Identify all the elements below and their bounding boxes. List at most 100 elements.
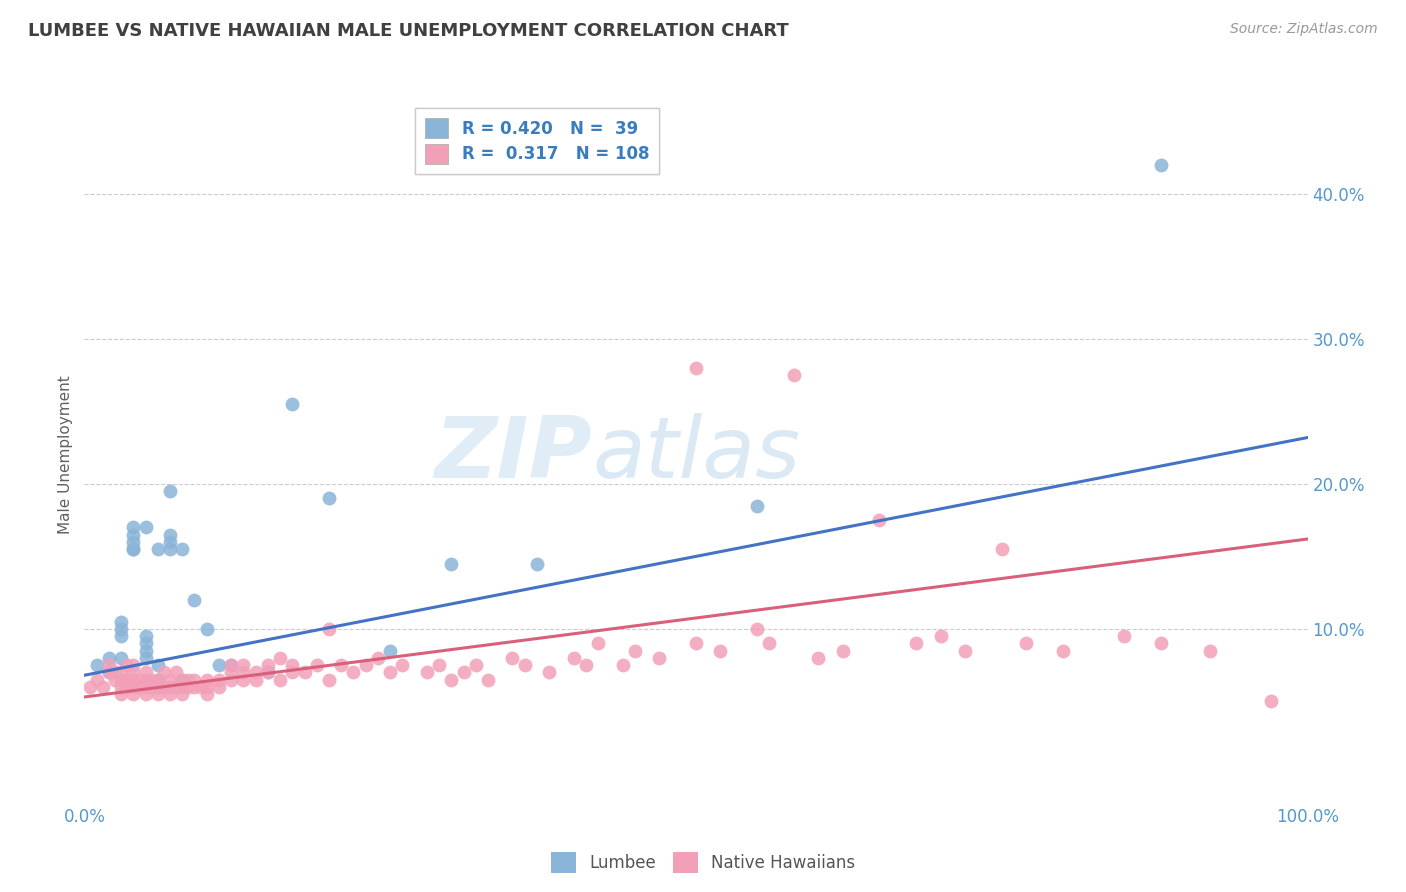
Point — [269, 673, 291, 687]
Point — [135, 651, 157, 665]
Point — [104, 665, 127, 680]
Point — [122, 542, 145, 557]
Point — [245, 665, 267, 680]
Point — [281, 665, 304, 680]
Point — [1198, 643, 1220, 657]
Point — [367, 651, 389, 665]
Point — [232, 673, 254, 687]
Point — [195, 680, 218, 694]
Point — [190, 680, 212, 694]
Point — [122, 665, 145, 680]
Point — [146, 673, 169, 687]
Text: ZIP: ZIP — [434, 413, 592, 497]
Point — [513, 658, 536, 673]
Point — [747, 499, 769, 513]
Point — [575, 658, 598, 673]
Point — [135, 673, 157, 687]
Point — [110, 680, 132, 694]
Point — [1150, 636, 1173, 650]
Point — [135, 520, 157, 534]
Point — [135, 680, 157, 694]
Point — [257, 658, 280, 673]
Point — [453, 665, 475, 680]
Point — [146, 680, 169, 694]
Point — [538, 665, 561, 680]
Point — [685, 636, 707, 650]
Point — [135, 629, 157, 643]
Point — [612, 658, 634, 673]
Point — [195, 687, 218, 701]
Point — [110, 673, 132, 687]
Point — [416, 665, 439, 680]
Point — [208, 680, 231, 694]
Point — [79, 680, 101, 694]
Point — [172, 680, 194, 694]
Point — [502, 651, 524, 665]
Point — [153, 665, 176, 680]
Point — [122, 542, 145, 557]
Point — [159, 673, 181, 687]
Point — [281, 658, 304, 673]
Point — [97, 651, 120, 665]
Point — [159, 687, 181, 701]
Point — [86, 658, 108, 673]
Point — [648, 651, 671, 665]
Point — [183, 592, 205, 607]
Point — [141, 680, 163, 694]
Point — [135, 665, 157, 680]
Point — [153, 680, 176, 694]
Point — [159, 680, 181, 694]
Point — [159, 542, 181, 557]
Point — [97, 658, 120, 673]
Point — [110, 665, 132, 680]
Point — [172, 673, 194, 687]
Point — [104, 673, 127, 687]
Point — [91, 680, 114, 694]
Point — [427, 658, 450, 673]
Point — [747, 622, 769, 636]
Point — [177, 673, 200, 687]
Point — [195, 673, 218, 687]
Point — [208, 658, 231, 673]
Point — [219, 658, 242, 673]
Point — [1260, 694, 1282, 708]
Point — [831, 643, 853, 657]
Point — [219, 673, 242, 687]
Point — [128, 673, 150, 687]
Point — [440, 673, 463, 687]
Legend: R = 0.420   N =  39, R =  0.317   N = 108: R = 0.420 N = 39, R = 0.317 N = 108 — [415, 109, 659, 174]
Point — [172, 687, 194, 701]
Point — [122, 527, 145, 541]
Point — [380, 643, 402, 657]
Legend: Lumbee, Native Hawaiians: Lumbee, Native Hawaiians — [544, 846, 862, 880]
Point — [294, 665, 316, 680]
Point — [342, 665, 364, 680]
Point — [624, 643, 647, 657]
Point — [586, 636, 609, 650]
Point — [783, 368, 806, 383]
Point — [1015, 636, 1038, 650]
Point — [305, 658, 328, 673]
Point — [146, 673, 169, 687]
Point — [86, 673, 108, 687]
Y-axis label: Male Unemployment: Male Unemployment — [58, 376, 73, 534]
Point — [110, 651, 132, 665]
Point — [318, 673, 340, 687]
Point — [807, 651, 830, 665]
Point — [869, 513, 891, 527]
Point — [97, 665, 120, 680]
Point — [477, 673, 499, 687]
Point — [709, 643, 731, 657]
Point — [110, 629, 132, 643]
Point — [464, 658, 486, 673]
Point — [183, 680, 205, 694]
Point — [391, 658, 413, 673]
Point — [146, 687, 169, 701]
Point — [159, 527, 181, 541]
Point — [905, 636, 928, 650]
Point — [208, 673, 231, 687]
Point — [1114, 629, 1136, 643]
Point — [110, 687, 132, 701]
Point — [281, 397, 304, 411]
Point — [110, 615, 132, 629]
